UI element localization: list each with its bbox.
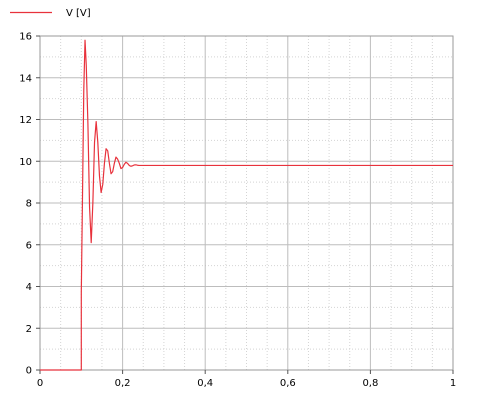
major-grid xyxy=(40,36,453,370)
y-tick-label: 10 xyxy=(19,157,32,168)
y-axis: 0 2 4 6 8 10 12 14 16 xyxy=(19,32,40,377)
y-tick-label: 4 xyxy=(26,282,32,293)
series-line-voltage xyxy=(40,39,453,371)
x-axis: 0 0,2 0,4 0,6 0,8 1 xyxy=(37,370,456,389)
y-tick-label: 0 xyxy=(26,366,32,377)
y-tick-label: 12 xyxy=(19,115,32,126)
series-layer xyxy=(40,39,453,371)
x-tick-label: 0,8 xyxy=(362,378,378,389)
x-tick-label: 0,4 xyxy=(197,378,213,389)
legend-label: V [V] xyxy=(66,8,91,19)
legend: V [V] xyxy=(10,8,91,19)
x-tick-label: 0,6 xyxy=(280,378,296,389)
y-tick-label: 2 xyxy=(26,324,32,335)
y-tick-label: 6 xyxy=(26,240,32,251)
x-tick-label: 0,2 xyxy=(115,378,131,389)
x-tick-label: 0 xyxy=(37,378,43,389)
x-tick-label: 1 xyxy=(450,378,456,389)
y-tick-label: 16 xyxy=(19,32,32,43)
y-tick-label: 8 xyxy=(26,199,32,210)
y-tick-label: 14 xyxy=(19,73,32,84)
